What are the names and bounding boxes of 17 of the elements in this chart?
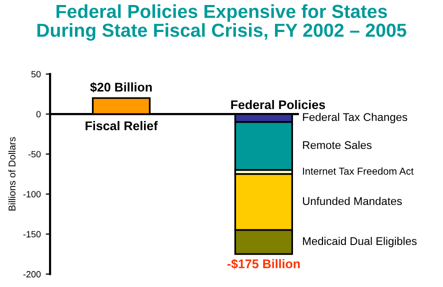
y-tick-label: -150 <box>23 231 41 238</box>
y-axis-title: Billions of Dollars <box>8 137 16 211</box>
chart-title: Federal Policies Expensive for States During State Fiscal Crisis, FY 2002 – 2005 <box>37 4 406 41</box>
x-tick-label: Federal Policies <box>231 100 326 110</box>
y-tick-label: -50 <box>28 151 41 158</box>
series-label: Federal Tax Changes <box>303 112 408 124</box>
y-tick-label: 50 <box>31 71 41 78</box>
y-tick-label: 0 <box>36 111 41 118</box>
y-tick-label: -200 <box>23 271 41 278</box>
series-label: Unfunded Mandates <box>303 196 402 206</box>
series-label: Medicaid Dual Eligibles <box>303 236 417 248</box>
series-label: Internet Tax Freedom Act <box>303 167 414 175</box>
series-label: Remote Sales <box>303 140 372 150</box>
total-label: -$175 Billion <box>227 258 300 270</box>
total-label: $20 Billion <box>90 82 152 92</box>
y-tick-label: -100 <box>23 191 41 198</box>
x-tick-label: Fiscal Relief <box>86 121 158 130</box>
